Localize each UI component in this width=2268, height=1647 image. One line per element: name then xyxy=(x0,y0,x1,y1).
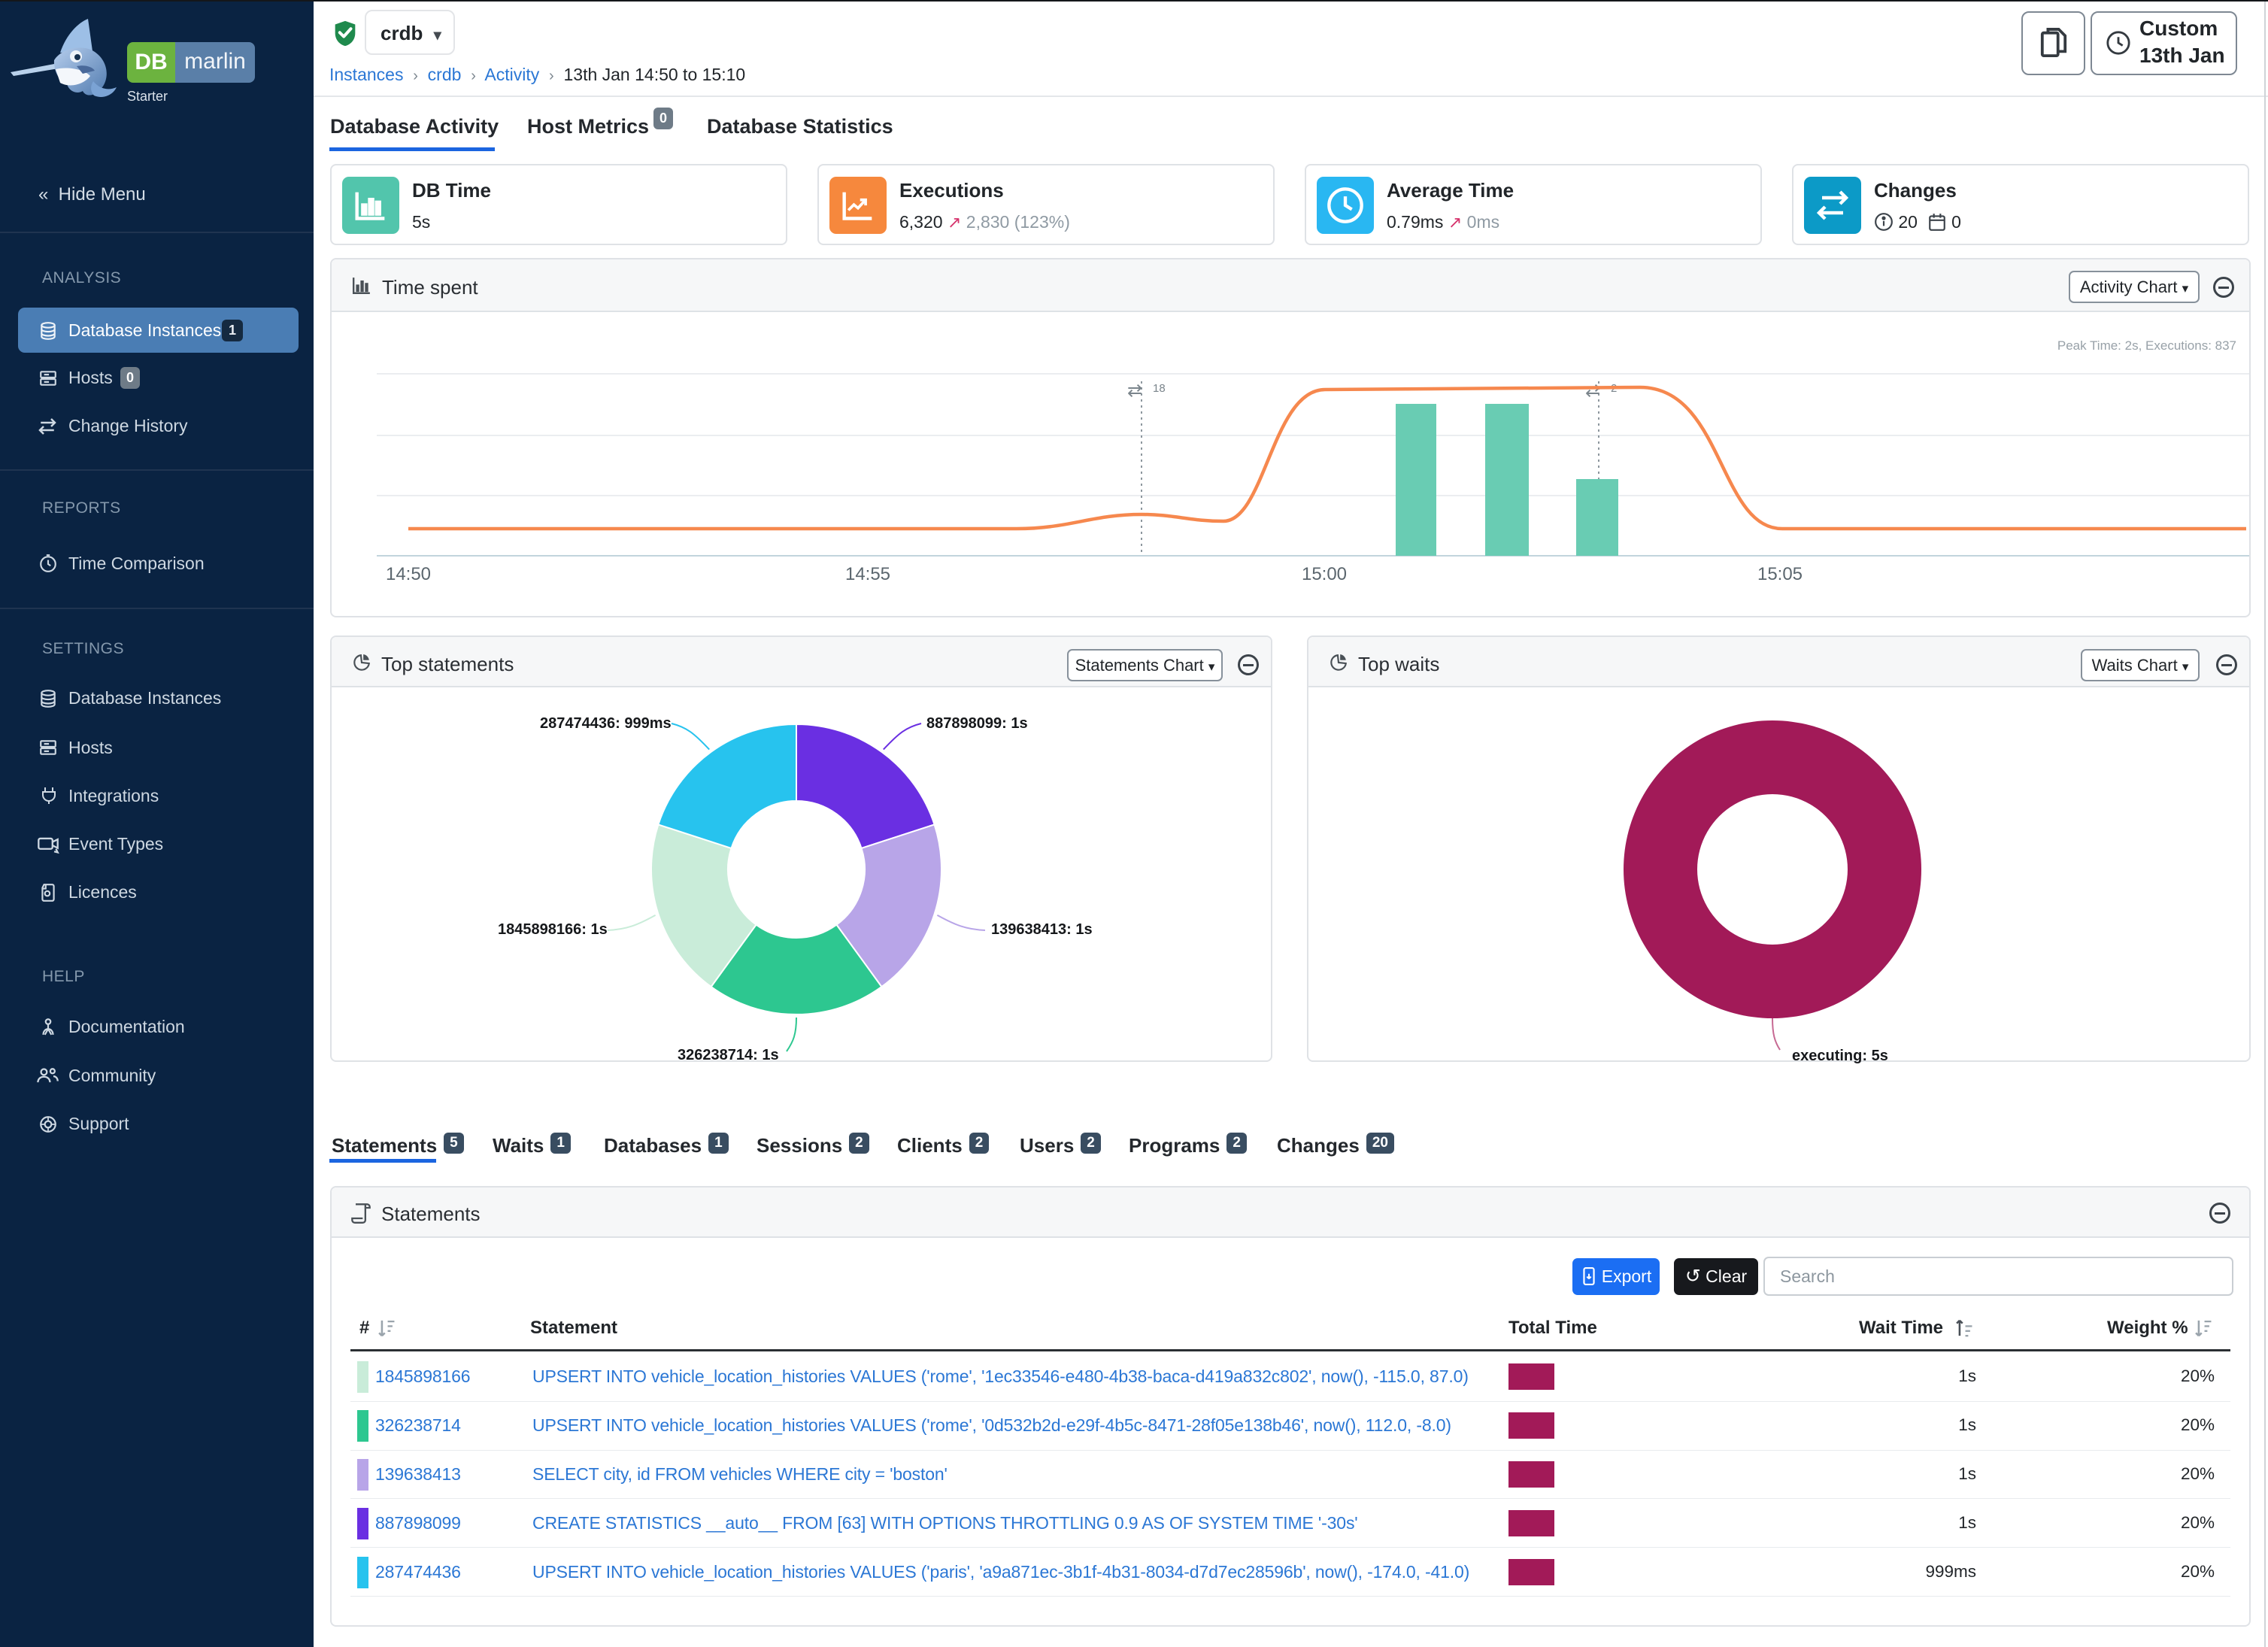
svg-text:⇄: ⇄ xyxy=(1127,381,1142,401)
svg-text:15:00: 15:00 xyxy=(1302,564,1347,584)
svg-text:14:55: 14:55 xyxy=(845,564,890,584)
svg-text:Peak Time: 2s, Executions: 837: Peak Time: 2s, Executions: 837 xyxy=(2057,338,2236,353)
svg-text:18: 18 xyxy=(1153,382,1166,395)
svg-text:14:50: 14:50 xyxy=(386,564,431,584)
svg-text:⇄: ⇄ xyxy=(1585,381,1600,401)
svg-text:15:05: 15:05 xyxy=(1757,564,1803,584)
